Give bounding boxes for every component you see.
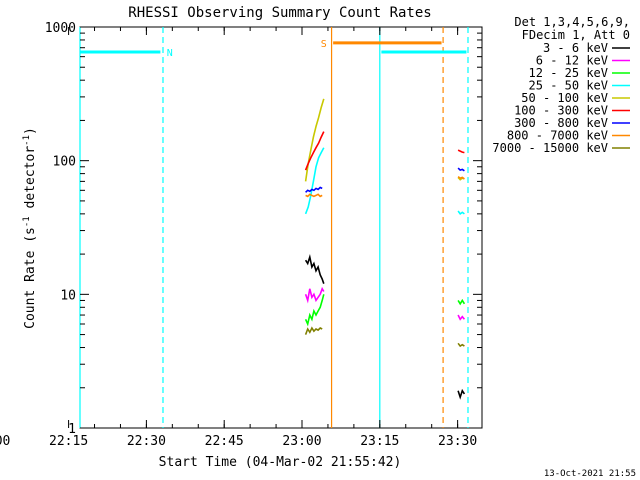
x-tick-label-0: 22:00 [0, 434, 10, 449]
series-6-segment-1 [457, 167, 465, 172]
x-tick-label-6: 23:30 [438, 434, 477, 449]
timestamp: 13-Oct-2021 21:55 [544, 469, 636, 479]
y-tick-label-3: 1000 [45, 21, 76, 36]
series-5-segment-1 [457, 149, 465, 154]
series-layer [304, 98, 466, 400]
legend-label-0: 3 - 6 keV [543, 41, 608, 55]
series-0-segment-1 [457, 388, 466, 400]
series-1-segment-1 [457, 314, 466, 321]
series-7-segment-1 [457, 175, 465, 180]
legend-label-8: 7000 - 15000 keV [492, 141, 608, 155]
x-axis: 22:00 22:15 22:30 22:45 23:00 23:15 23:30 [0, 27, 477, 449]
y-axis: 1 10 100 1000 [45, 21, 482, 437]
series-8-segment-0 [304, 326, 323, 335]
x-tick-label-3: 22:45 [205, 434, 244, 449]
series-2-segment-1 [457, 298, 466, 306]
y-tick-label-1: 10 [60, 288, 76, 303]
y-axis-label-sup1: -1 [22, 216, 32, 227]
flag-label-1: S [321, 39, 327, 50]
segment-lines [79, 27, 469, 428]
y-axis-label-sup2: -1 [22, 135, 32, 146]
y-axis-label-mid: detector [23, 146, 38, 217]
series-8-segment-1 [457, 342, 465, 348]
series-3-segment-0 [304, 147, 325, 215]
series-1-segment-0 [304, 286, 325, 304]
series-4-segment-0 [304, 98, 325, 182]
legend-header-2: FDecim 1, Att 0 [522, 28, 630, 42]
x-axis-label: Start Time (04-Mar-02 21:55:42) [159, 455, 402, 470]
legend-label-4: 50 - 100 keV [521, 91, 608, 105]
series-2-segment-0 [304, 294, 325, 327]
legend-label-2: 12 - 25 keV [529, 66, 608, 80]
y-axis-label-main: Count Rate (s [23, 227, 38, 329]
legend: Det 1,3,4,5,6,9, FDecim 1, Att 0 3 - 6 k… [492, 15, 630, 155]
y-axis-label: Count Rate (s-1 detector-1) [22, 127, 38, 329]
y-tick-label-0: 1 [68, 422, 76, 437]
x-tick-label-4: 23:00 [282, 434, 321, 449]
flag-bars: NS [80, 39, 467, 59]
series-0-segment-0 [304, 254, 325, 284]
legend-header-1: Det 1,3,4,5,6,9, [514, 15, 630, 29]
y-axis-label-end: ) [23, 127, 38, 135]
legend-label-7: 800 - 7000 keV [507, 129, 608, 143]
series-3-segment-1 [457, 210, 465, 216]
chart-title: RHESSI Observing Summary Count Rates [128, 5, 431, 21]
series-6-segment-0 [305, 186, 323, 193]
x-tick-label-1: 22:15 [49, 434, 88, 449]
x-tick-label-5: 23:15 [360, 434, 399, 449]
legend-label-3: 25 - 50 keV [529, 79, 608, 93]
legend-label-1: 6 - 12 keV [536, 54, 608, 68]
legend-label-5: 100 - 300 keV [514, 104, 608, 118]
plot-frame [79, 26, 483, 429]
legend-label-6: 300 - 800 keV [514, 116, 608, 130]
flag-label-0: N [167, 48, 173, 59]
y-tick-label-2: 100 [53, 155, 76, 170]
x-tick-label-2: 22:30 [127, 434, 166, 449]
series-5-segment-0 [304, 131, 325, 171]
series-7-segment-0 [305, 193, 323, 198]
